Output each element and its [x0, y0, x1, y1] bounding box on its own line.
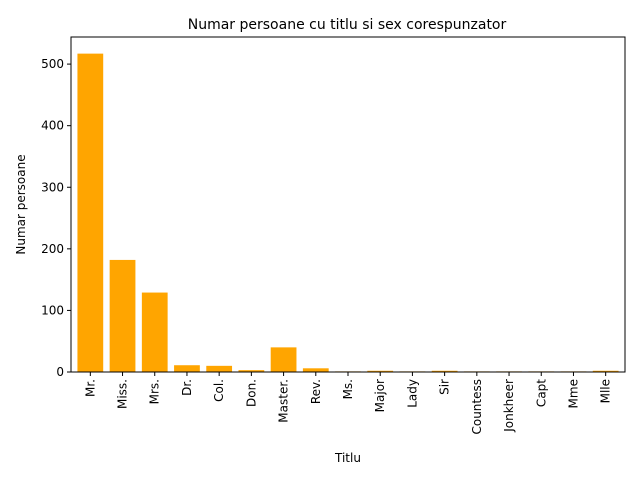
x-tick-label: Rev. [309, 379, 323, 404]
y-tick-label: 200 [41, 242, 64, 256]
x-tick-label: Don. [244, 379, 258, 407]
x-tick-label: Mme [566, 379, 580, 408]
y-tick-label: 500 [41, 57, 64, 71]
x-tick-label: Ms. [341, 379, 355, 399]
bar-don [238, 370, 265, 372]
x-tick-label: Miss. [116, 379, 130, 409]
x-axis-label: Titlu [334, 451, 361, 465]
y-axis: 0 100 200 300 400 500 [41, 57, 71, 379]
bar-sir [431, 370, 458, 372]
x-tick-label: Master. [277, 379, 291, 423]
x-tick-label: Mrs. [148, 379, 162, 404]
bar-dr [174, 365, 200, 372]
x-tick-label: Capt [534, 379, 548, 407]
bars-group [77, 53, 619, 373]
x-tick-label: Major [373, 379, 387, 412]
bar-mrs [141, 292, 168, 372]
bar-master [270, 347, 297, 372]
bar-col [206, 365, 233, 372]
bar-mlle [592, 370, 619, 372]
x-axis: Mr. Miss. Mrs. Dr. Col. Don. Master. Rev. Ms. Maj… [83, 372, 613, 435]
x-tick-label: Lady [405, 379, 419, 408]
chart-title: Numar persoane cu titlu si sex corespunz… [188, 17, 507, 33]
y-tick-label: 400 [41, 119, 64, 133]
bar-major [367, 370, 394, 372]
x-tick-label: Mr. [83, 379, 97, 397]
bar-mr [77, 53, 104, 373]
x-tick-label: Dr. [180, 379, 194, 396]
bar-rev [302, 368, 329, 372]
y-tick-label: 0 [56, 365, 64, 379]
bar-miss [109, 259, 136, 372]
x-tick-label: Countess [470, 379, 484, 435]
y-tick-label: 300 [41, 180, 64, 194]
y-tick-label: 100 [41, 303, 64, 317]
x-tick-label: Sir [438, 379, 452, 395]
x-tick-label: Jonkheer [502, 379, 516, 433]
x-tick-label: Col. [212, 379, 226, 402]
y-axis-label: Numar persoane [14, 154, 28, 254]
x-tick-label: Mlle [599, 379, 613, 403]
